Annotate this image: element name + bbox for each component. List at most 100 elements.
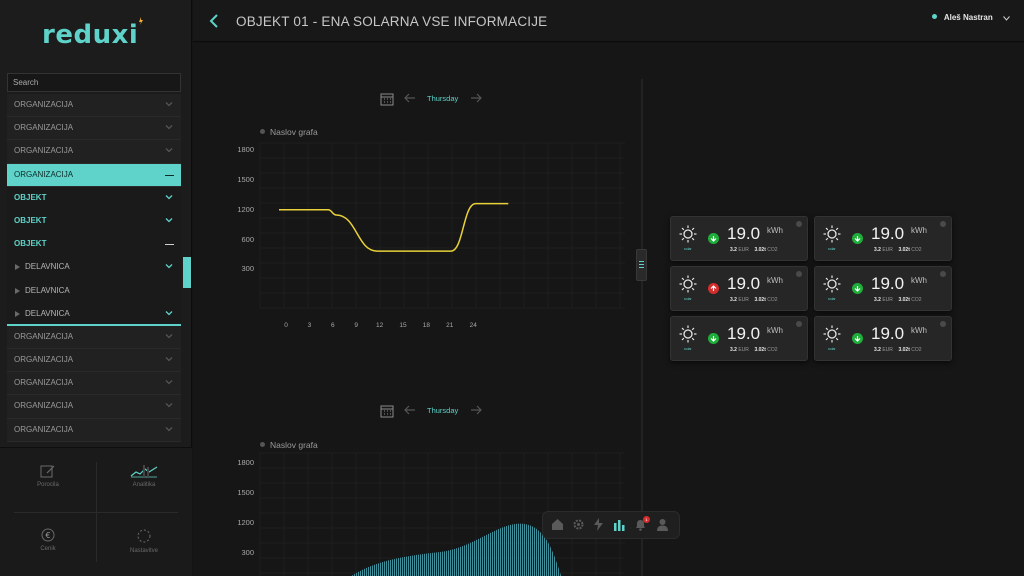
chevron-down-icon [165, 333, 173, 339]
home-icon[interactable] [551, 518, 564, 531]
energy-card[interactable]: solar 19.0 kWh 3.2 EUR 3.02t CO2 [814, 316, 952, 361]
logo[interactable]: reduxi [42, 17, 144, 50]
sidebar-item-organization[interactable]: ORGANIZACIJA [7, 372, 181, 396]
tile-settings[interactable]: Nastavitve [96, 512, 192, 576]
main-scrollbar-track[interactable] [641, 79, 643, 576]
sidebar-item-organization-active[interactable]: ORGANIZACIJA [7, 163, 181, 187]
tile-pricing[interactable]: € Cenik [0, 512, 96, 576]
x-tick-label: 21 [446, 322, 454, 329]
sidebar-scrollbar[interactable] [183, 257, 191, 288]
trend-badge [852, 333, 863, 344]
search-input[interactable]: Search [7, 73, 181, 92]
energy-card[interactable]: solar 19.0 kWh 3.2 EUR 3.02t CO2 [814, 216, 952, 261]
sidebar-item-workshop[interactable]: DELAVNICA [7, 256, 181, 280]
bolt-icon[interactable] [593, 518, 604, 531]
user-menu[interactable]: Aleš Nastran [931, 13, 1010, 22]
sidebar-item-organization[interactable]: ORGANIZACIJA [7, 418, 181, 442]
y-tick-label: 300 [241, 264, 254, 273]
main-scrollbar-thumb[interactable] [636, 249, 647, 281]
source-label: solar [828, 347, 836, 351]
card-details: 3.2 EUR 3.02t CO2 [730, 297, 778, 303]
settings-dots-icon [137, 529, 151, 543]
calendar-icon[interactable] [380, 92, 394, 106]
caret-right-icon [15, 264, 20, 271]
sidebar-item-object[interactable]: OBJEKT [7, 233, 181, 257]
line-chart: 1800 1500 1200 600 300 0 3 6 9 12 15 18 21 24 [237, 142, 625, 329]
sidebar-bottom-grid: Porocila Analitika € Cenik Nastavitve [0, 447, 192, 576]
bottom-navigation: 1 [542, 511, 680, 539]
chevron-down-icon [165, 310, 173, 316]
sidebar-item-workshop[interactable]: DELAVNICA [7, 302, 181, 326]
gear-icon[interactable] [572, 518, 585, 531]
sun-icon [679, 275, 697, 293]
analytics-chart-icon [130, 465, 158, 478]
arrow-down-icon [854, 236, 861, 242]
user-icon[interactable] [656, 518, 669, 531]
back-arrow-icon[interactable] [209, 14, 219, 28]
energy-unit: kWh [911, 276, 927, 285]
date-label: Thursday [427, 94, 459, 103]
chevron-down-icon [165, 403, 173, 408]
arrow-down-icon [854, 336, 861, 342]
user-name: Aleš Nastran [943, 13, 993, 22]
sidebar: reduxi Search ORGANIZACIJA ORGANIZACIJA OR… [0, 0, 192, 576]
header: OBJEKT 01 - ENA SOLARNA VSE INFORMACIJE … [193, 0, 1024, 42]
card-status-dot [796, 321, 802, 327]
tile-reports[interactable]: Porocila [0, 448, 96, 512]
source-label: solar [684, 297, 692, 301]
calendar-icon[interactable] [380, 404, 394, 418]
trend-badge [708, 283, 719, 294]
sidebar-item-organization[interactable]: ORGANIZACIJA [7, 349, 181, 373]
collapse-icon [165, 244, 174, 246]
sidebar-item-organization[interactable]: ORGANIZACIJA [7, 94, 181, 118]
card-details: 3.2 EUR 3.02t CO2 [730, 347, 778, 353]
source-label: solar [828, 297, 836, 301]
x-tick-label: 0 [284, 322, 288, 329]
arrow-left-icon[interactable] [404, 405, 416, 415]
caret-right-icon [15, 287, 20, 294]
bell-icon[interactable] [634, 518, 647, 531]
chevron-down-icon [165, 426, 173, 432]
tile-label: Nastavitve [129, 548, 158, 554]
energy-card[interactable]: solar 19.0 kWh 3.2 EUR 3.02t CO2 [814, 266, 952, 311]
energy-value: 19.0 [727, 324, 761, 343]
arrow-right-icon[interactable] [470, 93, 482, 103]
bar-chart-icon[interactable] [613, 518, 626, 531]
tile-analytics[interactable]: Analitika [96, 448, 192, 512]
chevron-down-icon [165, 102, 173, 107]
sidebar-item-organization[interactable]: ORGANIZACIJA [7, 395, 181, 419]
chart-title: Naslov grafa [260, 127, 318, 137]
card-details: 3.2 EUR 3.02t CO2 [874, 247, 922, 253]
y-tick-label: 1500 [237, 488, 254, 497]
spark-icon [139, 17, 144, 25]
chart-title: Naslov grafa [260, 440, 318, 450]
sidebar-item-object[interactable]: OBJEKT [7, 209, 181, 234]
sidebar-item-organization[interactable]: ORGANIZACIJA [7, 325, 181, 350]
sidebar-item-workshop[interactable]: DELAVNICA [7, 279, 181, 303]
sun-icon [679, 225, 697, 243]
divider [14, 512, 178, 513]
sidebar-item-label: DELAVNICA [25, 308, 70, 318]
chevron-down-icon [165, 125, 173, 130]
x-tick-label: 24 [470, 322, 478, 329]
sidebar-item-organization[interactable]: ORGANIZACIJA [7, 140, 181, 164]
area-series [351, 523, 562, 576]
sidebar-item-label: ORGANIZACIJA [14, 331, 74, 341]
sidebar-item-label: ORGANIZACIJA [14, 169, 74, 179]
energy-card[interactable]: solar 19.0 kWh 3.2 EUR 3.02t CO2 [670, 316, 808, 361]
caret-right-icon [15, 310, 20, 317]
energy-value: 19.0 [871, 324, 905, 343]
chevron-down-icon [165, 217, 173, 223]
energy-card[interactable]: solar 19.0 kWh 3.2 EUR 3.02t CO2 [670, 266, 808, 311]
energy-card[interactable]: solar 19.0 kWh 3.2 EUR 3.02t CO2 [670, 216, 808, 261]
sidebar-item-label: ORGANIZACIJA [14, 123, 74, 133]
chevron-down-icon [165, 264, 173, 269]
sidebar-item-label: ORGANIZACIJA [14, 100, 74, 109]
arrow-right-icon[interactable] [470, 405, 482, 415]
sidebar-item-label: ORGANIZACIJA [14, 378, 74, 388]
sidebar-item-label: OBJEKT [14, 192, 47, 202]
sidebar-item-organization[interactable]: ORGANIZACIJA [7, 117, 181, 141]
sidebar-item-object[interactable]: OBJEKT [7, 186, 181, 210]
sidebar-menu: ORGANIZACIJA ORGANIZACIJA ORGANIZACIJA ORGA… [7, 94, 181, 442]
arrow-left-icon[interactable] [404, 93, 416, 103]
